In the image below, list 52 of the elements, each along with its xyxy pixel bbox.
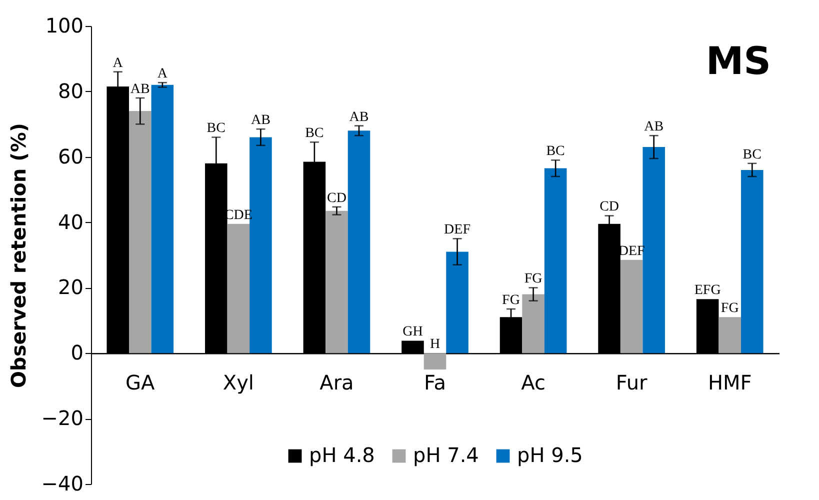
x-tick-label: HMF <box>708 370 752 395</box>
y-tick-label: 100 <box>45 14 84 38</box>
bar <box>227 224 250 354</box>
data-label: GH <box>402 324 423 340</box>
bar <box>424 353 446 370</box>
bar <box>348 130 370 354</box>
data-label: CD <box>600 200 620 215</box>
legend-label: pH 9.5 <box>517 443 583 467</box>
x-tick-label: Ac <box>521 370 546 395</box>
bar <box>642 147 665 354</box>
x-tick-label: Fur <box>616 370 648 395</box>
data-label: A <box>157 66 168 82</box>
bar <box>718 317 741 354</box>
data-label: FG <box>524 272 542 287</box>
x-tick-label: Ara <box>320 370 354 395</box>
data-label: AB <box>349 110 369 125</box>
y-tick-label: 40 <box>58 210 84 234</box>
bar <box>151 84 174 354</box>
data-label: FG <box>720 301 739 316</box>
y-tick-label: −40 <box>41 472 84 496</box>
data-label: BC <box>305 126 324 142</box>
bar <box>620 260 643 354</box>
data-label: FG <box>502 292 520 308</box>
bar <box>544 168 567 354</box>
data-label: AB <box>644 120 664 135</box>
bar <box>446 252 468 354</box>
y-tick-label: 20 <box>58 275 84 300</box>
data-label: BC <box>546 144 565 160</box>
y-tick-label: 0 <box>70 340 84 365</box>
x-tick-label: Xyl <box>222 370 254 395</box>
bar <box>740 170 764 354</box>
data-label: AB <box>130 82 150 97</box>
bar <box>326 210 348 354</box>
y-tick-label: −20 <box>41 406 84 430</box>
data-label: EFG <box>694 283 721 298</box>
annotation: MS <box>706 39 771 83</box>
y-tick-label: 80 <box>58 78 84 103</box>
legend-label: pH 7.4 <box>413 443 479 467</box>
data-label: H <box>430 337 440 352</box>
data-label: BC <box>742 147 762 162</box>
bar <box>129 111 152 354</box>
data-label: CD <box>326 190 346 206</box>
data-label: DEF <box>444 222 471 238</box>
data-label: BC <box>206 121 226 136</box>
data-label: A <box>112 56 124 71</box>
bar <box>522 294 544 354</box>
x-tick-label: Fa <box>424 370 446 395</box>
data-label: AB <box>250 113 270 128</box>
y-tick-label: 60 <box>58 144 84 168</box>
legend-label: pH 4.8 <box>309 443 375 467</box>
y-axis-title: Observed retention (%) <box>6 123 30 388</box>
x-tick-label: GA <box>126 370 156 395</box>
